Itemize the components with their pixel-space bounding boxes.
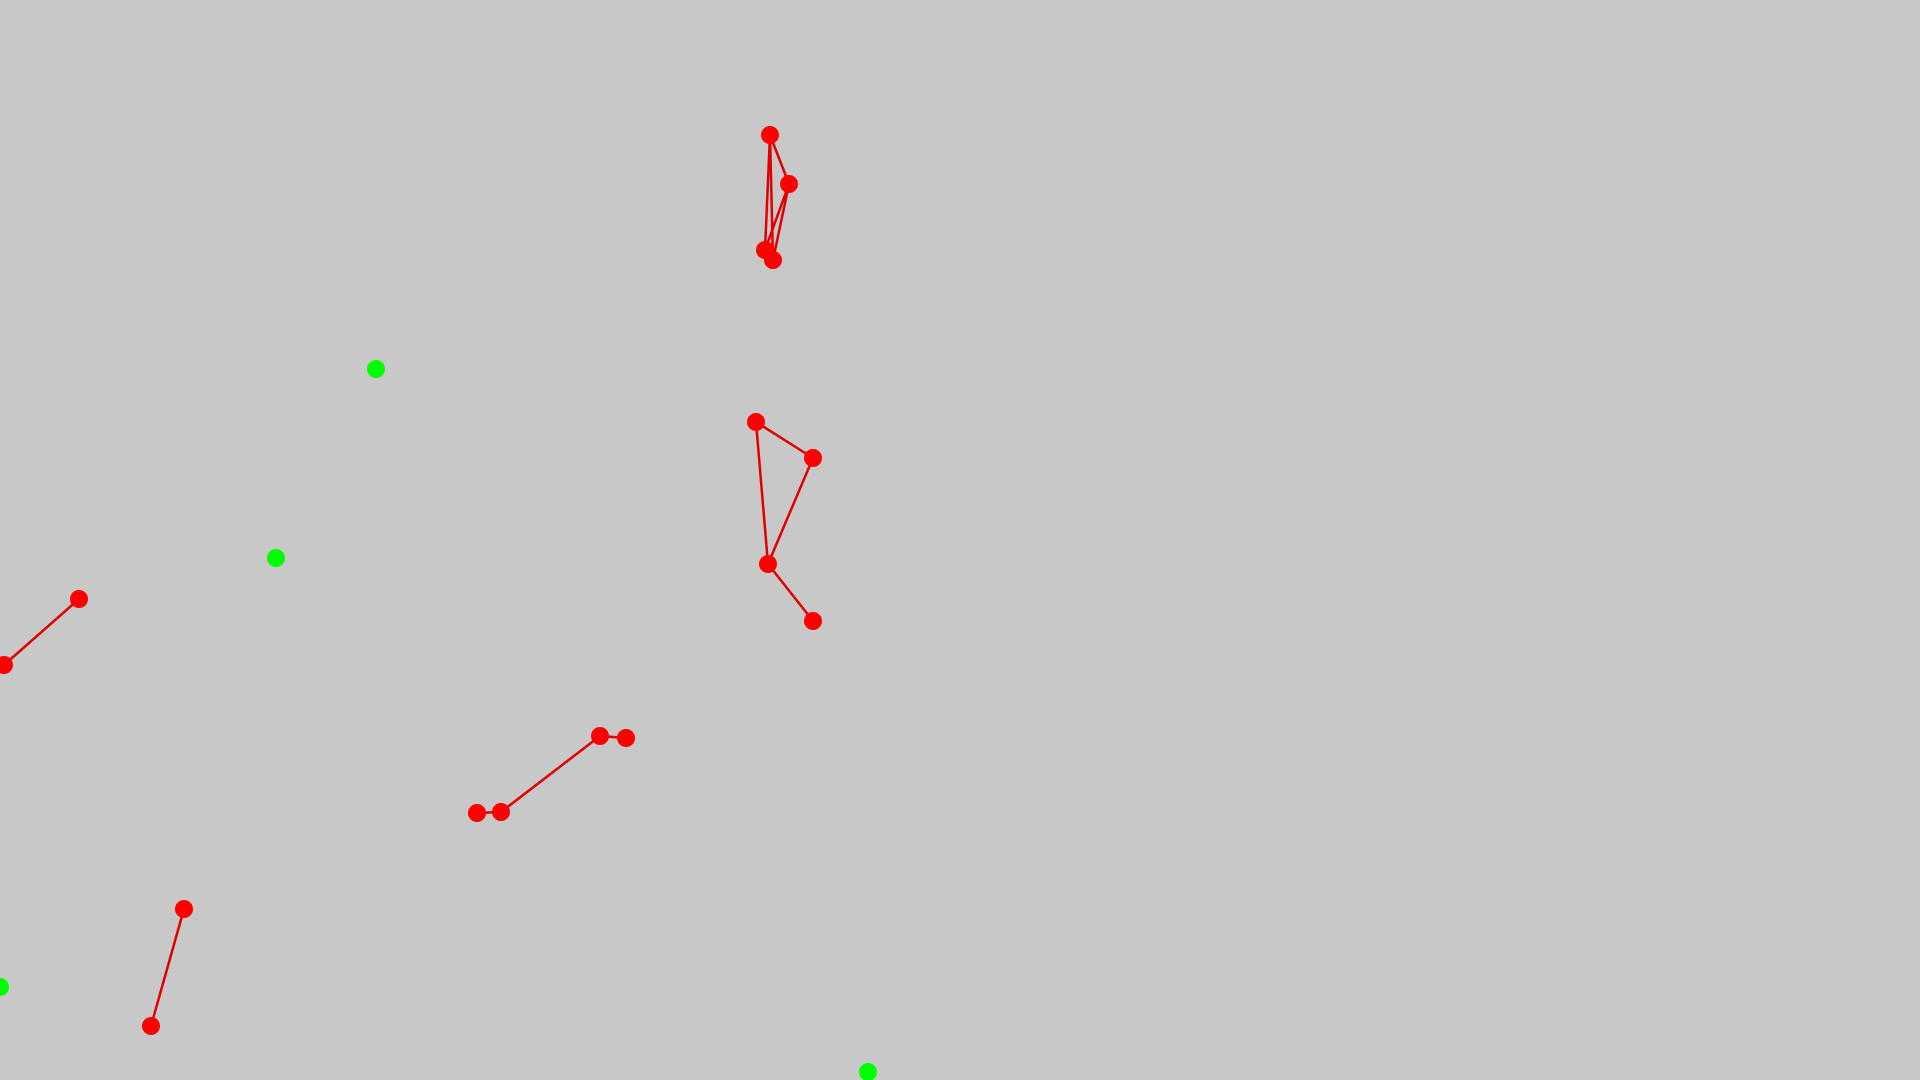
link <box>763 182 791 252</box>
red-node-7[interactable] <box>759 555 777 573</box>
red-node-2[interactable] <box>780 175 798 193</box>
red-node-16[interactable] <box>142 1017 160 1035</box>
link <box>754 420 770 566</box>
red-node-4[interactable] <box>764 251 782 269</box>
red-node-6[interactable] <box>804 449 822 467</box>
green-node-4[interactable] <box>859 1063 877 1080</box>
link <box>766 562 815 623</box>
red-node-1[interactable] <box>761 126 779 144</box>
link <box>499 734 602 814</box>
green-node-layer <box>0 360 877 1080</box>
green-node-1[interactable] <box>367 360 385 378</box>
red-node-9[interactable] <box>70 590 88 608</box>
link <box>149 907 186 1028</box>
red-node-12[interactable] <box>617 729 635 747</box>
green-node-2[interactable] <box>267 549 285 567</box>
red-node-13[interactable] <box>492 803 510 821</box>
red-node-10[interactable] <box>0 656 13 674</box>
red-node-layer <box>0 126 822 1035</box>
link <box>2 597 81 667</box>
red-node-15[interactable] <box>175 900 193 918</box>
red-node-5[interactable] <box>747 413 765 431</box>
red-node-11[interactable] <box>591 727 609 745</box>
green-node-3[interactable] <box>0 978 9 996</box>
link <box>768 133 775 262</box>
link <box>771 182 791 262</box>
link <box>763 133 772 252</box>
link <box>766 456 815 566</box>
red-node-14[interactable] <box>468 804 486 822</box>
red-node-8[interactable] <box>804 612 822 630</box>
link <box>754 420 815 460</box>
